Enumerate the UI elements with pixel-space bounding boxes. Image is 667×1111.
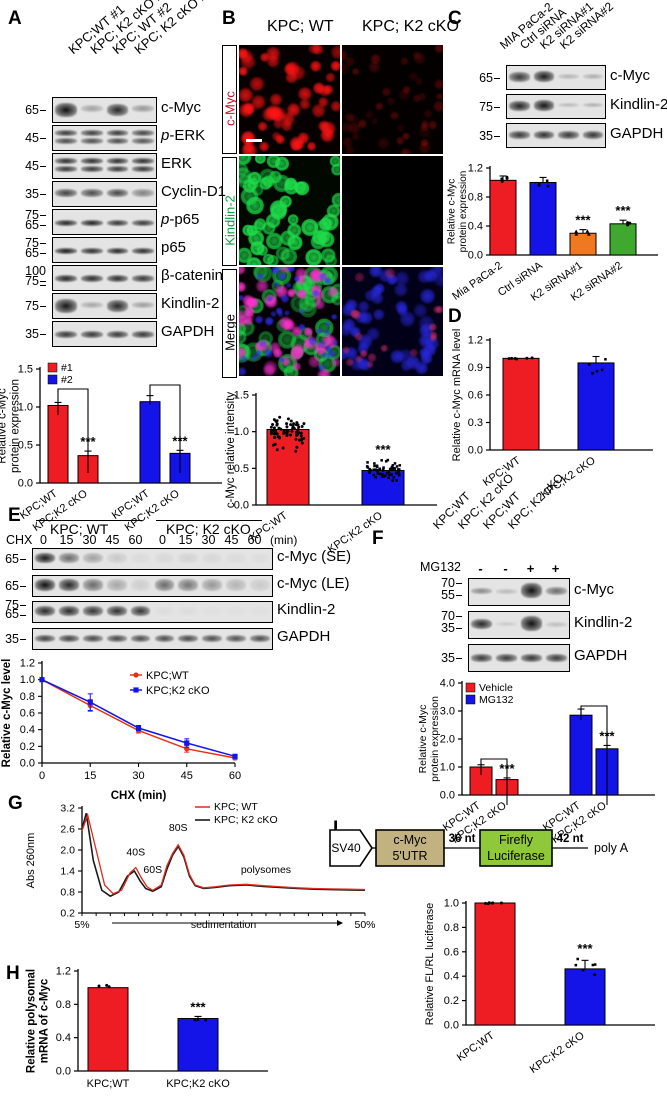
svg-text:Luciferase: Luciferase <box>487 849 545 863</box>
svg-text:Relative c-Myc level: Relative c-Myc level <box>1 659 13 768</box>
svg-text:KPC;WT: KPC;WT <box>87 1078 130 1090</box>
svg-text:Vehicle: Vehicle <box>479 682 513 694</box>
svg-text:KPC; K2 cKO: KPC; K2 cKO <box>214 814 278 826</box>
svg-text:0.0: 0.0 <box>444 1020 459 1032</box>
svg-text:***: *** <box>615 203 631 218</box>
svg-text:Abs 260nm: Abs 260nm <box>25 833 37 889</box>
svg-text:0.9: 0.9 <box>468 362 483 374</box>
svg-text:0.0: 0.0 <box>56 1066 71 1078</box>
svg-text:1.2: 1.2 <box>468 335 483 347</box>
svg-text:60S: 60S <box>143 864 162 876</box>
svg-text:KPC;WT: KPC;WT <box>455 1029 497 1064</box>
svg-text:3.0: 3.0 <box>440 706 455 718</box>
svg-text:0.3: 0.3 <box>468 417 483 429</box>
svg-text:5%: 5% <box>74 919 89 931</box>
svg-text:0.8: 0.8 <box>468 192 483 204</box>
svg-text:1.0: 1.0 <box>444 898 459 910</box>
svg-text:KPC;K2 cKO: KPC;K2 cKO <box>528 1029 587 1076</box>
svg-text:poly A: poly A <box>594 841 629 855</box>
svg-text:0.4: 0.4 <box>56 1032 71 1044</box>
svg-text:1.5: 1.5 <box>18 364 33 376</box>
svg-text:1.2: 1.2 <box>56 966 71 978</box>
svg-text:***: *** <box>375 442 391 457</box>
svg-text:0.6: 0.6 <box>20 708 35 720</box>
svg-text:5'UTR: 5'UTR <box>392 849 427 863</box>
svg-text:c-Myc relative intensity: c-Myc relative intensity <box>225 392 237 509</box>
svg-text:30: 30 <box>132 770 144 782</box>
svg-text:50%: 50% <box>354 919 375 931</box>
svg-text:0.8: 0.8 <box>20 691 35 703</box>
svg-text:0.8: 0.8 <box>56 999 71 1011</box>
svg-text:SV40: SV40 <box>331 841 361 855</box>
svg-text:40S: 40S <box>126 846 145 858</box>
svg-text:***: *** <box>575 213 591 228</box>
svg-text:0: 0 <box>39 770 45 782</box>
svg-text:2.0: 2.0 <box>60 845 75 857</box>
svg-text:***: *** <box>577 941 593 956</box>
svg-text:0.4: 0.4 <box>444 971 459 983</box>
svg-text:45: 45 <box>181 770 193 782</box>
svg-text:Relative c-Myc mRNA level: Relative c-Myc mRNA level <box>451 329 463 462</box>
svg-text:KPC;K2 cKO: KPC;K2 cKO <box>146 685 210 697</box>
svg-text:3.2: 3.2 <box>60 803 75 815</box>
svg-text:0.2: 0.2 <box>444 995 459 1007</box>
svg-text:***: *** <box>190 999 206 1014</box>
svg-text:Firefly: Firefly <box>499 833 534 847</box>
svg-text:MG132: MG132 <box>479 694 514 706</box>
svg-text:#1: #1 <box>61 362 73 374</box>
svg-text:0.0: 0.0 <box>468 250 483 262</box>
svg-text:mRNA of c-Myc: mRNA of c-Myc <box>39 978 51 1063</box>
svg-text:protein expression: protein expression <box>429 696 441 782</box>
svg-text:KPC; WT: KPC; WT <box>214 801 258 813</box>
svg-text:protein expression: protein expression <box>10 379 22 473</box>
svg-text:1.2: 1.2 <box>20 658 35 670</box>
svg-text:0.8: 0.8 <box>444 922 459 934</box>
svg-text:0.0: 0.0 <box>20 758 35 770</box>
svg-text:0.4: 0.4 <box>20 724 35 736</box>
svg-text:0.0: 0.0 <box>468 445 483 457</box>
svg-text:0.6: 0.6 <box>444 946 459 958</box>
svg-text:1.0: 1.0 <box>20 674 35 686</box>
svg-text:80S: 80S <box>169 822 188 834</box>
svg-text:2.6: 2.6 <box>60 824 75 836</box>
svg-text:Relative FL/RL luciferase: Relative FL/RL luciferase <box>424 903 436 1025</box>
svg-text:0.0: 0.0 <box>18 478 33 490</box>
svg-text:1.4: 1.4 <box>60 866 75 878</box>
svg-text:KPC;K2 cKO: KPC;K2 cKO <box>166 1078 230 1090</box>
svg-text:polysomes: polysomes <box>241 864 291 876</box>
svg-text:1.2: 1.2 <box>468 163 483 175</box>
svg-text:15: 15 <box>84 770 96 782</box>
svg-text:sedimentation: sedimentation <box>191 919 257 931</box>
svg-text:0.2: 0.2 <box>20 741 35 753</box>
svg-text:KPC;WT: KPC;WT <box>146 670 189 682</box>
svg-text:0.4: 0.4 <box>468 221 483 233</box>
svg-text:Relative c-Myc: Relative c-Myc <box>417 705 429 774</box>
svg-text:1.0: 1.0 <box>440 762 455 774</box>
svg-text:protein expression: protein expression <box>458 171 469 253</box>
svg-text:Relative c-Myc: Relative c-Myc <box>0 388 8 464</box>
svg-text:0.2: 0.2 <box>60 908 75 920</box>
svg-text:Relative c-Myc: Relative c-Myc <box>446 179 457 245</box>
svg-text:36 nt: 36 nt <box>449 833 476 845</box>
svg-text:c-Myc: c-Myc <box>393 833 426 847</box>
svg-text:Mia PaCa-2: Mia PaCa-2 <box>450 260 504 303</box>
svg-text:42 nt: 42 nt <box>557 833 584 845</box>
svg-text:2.0: 2.0 <box>440 734 455 746</box>
svg-text:60: 60 <box>229 770 241 782</box>
svg-text:0.8: 0.8 <box>60 887 75 899</box>
svg-text:Relative polysomal: Relative polysomal <box>25 969 37 1073</box>
svg-text:4.0: 4.0 <box>440 678 455 690</box>
svg-text:0.6: 0.6 <box>468 390 483 402</box>
svg-text:#2: #2 <box>61 374 73 386</box>
